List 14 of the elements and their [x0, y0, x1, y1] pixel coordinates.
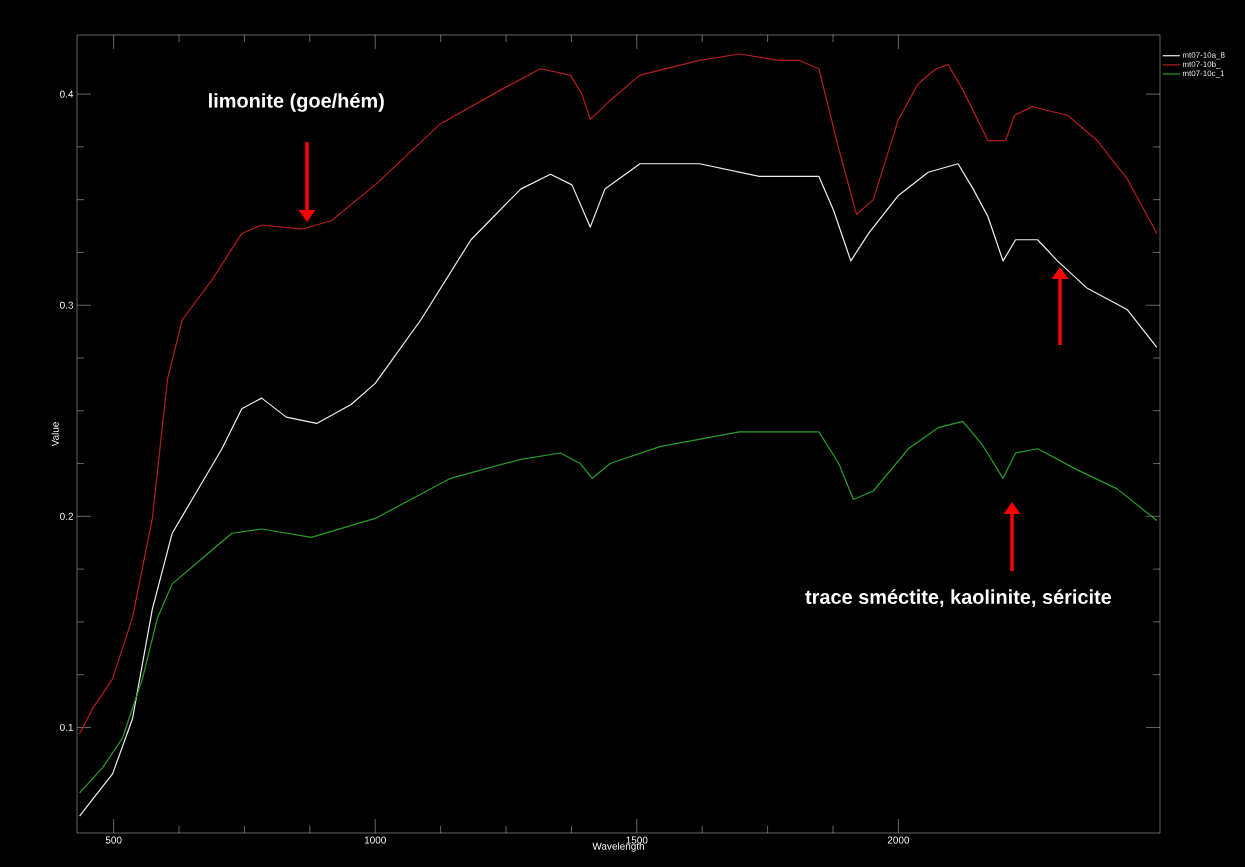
x-axis-title: Wavelength	[592, 842, 644, 852]
y-tick-label: 0.3	[60, 301, 74, 309]
y-tick-label: 0.2	[60, 512, 73, 520]
x-tick-label: 500	[105, 836, 122, 844]
line-series	[79, 163, 1158, 817]
annotation: limonite (goe/hém)	[209, 92, 384, 112]
y-tick-label: 0.4	[60, 90, 74, 98]
annotation: trace sméctite, kaolinite, séricite	[805, 589, 1112, 607]
y-tick-label: 0.1	[60, 723, 73, 731]
x-tick-label: 1000	[364, 836, 386, 844]
line-series	[79, 53, 1158, 735]
y-axis-title: Value	[51, 422, 59, 447]
x-tick-label: 1500	[626, 836, 648, 844]
x-tick-label: 2000	[887, 836, 910, 844]
